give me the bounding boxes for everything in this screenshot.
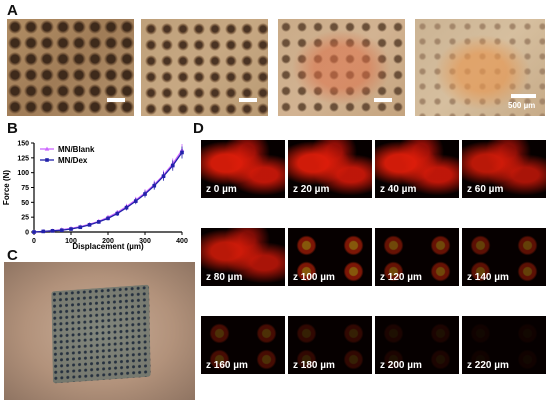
data-point <box>106 216 110 221</box>
data-point <box>161 174 166 179</box>
data-point <box>143 192 147 196</box>
z-depth-label: z 200 µm <box>380 360 422 371</box>
data-point <box>87 223 92 227</box>
skin-photo <box>4 262 195 400</box>
y-axis-label: Force (N) <box>2 170 11 205</box>
confocal-slice-tile: z 20 µm <box>288 140 372 198</box>
data-point <box>124 205 129 210</box>
confocal-slice-tile: z 60 µm <box>462 140 546 198</box>
z-depth-label: z 140 µm <box>467 272 509 283</box>
data-point <box>96 220 101 224</box>
data-point <box>32 230 36 234</box>
micrograph-3 <box>278 19 405 116</box>
chart-svg: 0 100 200 300 400 0 25 50 75 100 125 150 Displacemen… <box>2 141 188 252</box>
panel-label-c: C <box>7 247 18 264</box>
microneedle-imprint-array <box>51 284 151 384</box>
data-point <box>133 199 138 203</box>
confocal-slice-tile: z 80 µm <box>201 228 285 286</box>
y-tick-label: 125 <box>17 155 29 162</box>
x-tick-label: 300 <box>139 238 151 245</box>
data-point <box>152 183 157 188</box>
confocal-slice-tile: z 0 µm <box>201 140 285 198</box>
data-point <box>41 229 46 234</box>
z-depth-label: z 20 µm <box>293 184 330 195</box>
confocal-slice-tile: z 180 µm <box>288 316 372 374</box>
force-displacement-chart: 0 100 200 300 400 0 25 50 75 100 125 150 Displacemen… <box>0 135 200 252</box>
confocal-scale-bar <box>512 381 542 384</box>
micrograph-4: 500 µm <box>415 19 545 116</box>
x-tick-label: 400 <box>176 238 188 245</box>
micrograph-2 <box>141 19 268 116</box>
data-point <box>78 225 83 230</box>
x-tick-label: 200 <box>102 238 114 245</box>
confocal-slice-tile: z 220 µm <box>462 316 546 374</box>
scale-bar <box>107 98 125 102</box>
scale-bar-label: 500 µm <box>508 101 536 110</box>
x-axis-label: Displacement (µm) <box>72 242 144 251</box>
z-depth-label: z 80 µm <box>206 272 243 283</box>
y-tick-label: 25 <box>21 215 29 222</box>
confocal-slice-tile: z 40 µm <box>375 140 459 198</box>
panel-label-d: D <box>193 120 204 137</box>
data-point <box>170 163 175 168</box>
z-depth-label: z 160 µm <box>206 360 248 371</box>
confocal-slice-tile: z 160 µm <box>201 316 285 374</box>
legend-label: MN/Dex <box>58 156 88 165</box>
y-tick-label: 0 <box>25 230 29 237</box>
data-point <box>115 211 120 216</box>
y-tick-label: 50 <box>21 200 29 207</box>
confocal-scale-label: 300 µm <box>511 387 546 398</box>
data-point <box>59 228 64 233</box>
data-point <box>180 150 184 155</box>
scale-bar <box>239 98 257 102</box>
panel-label-a: A <box>7 2 18 19</box>
micrograph-1 <box>7 19 134 116</box>
confocal-slice-tile: z 140 µm <box>462 228 546 286</box>
legend-marker <box>44 146 50 151</box>
y-tick-label: 75 <box>21 185 29 192</box>
y-tick-label: 100 <box>17 170 29 177</box>
legend-marker <box>45 158 49 162</box>
z-depth-label: z 220 µm <box>467 360 509 371</box>
confocal-slice-tile: z 120 µm <box>375 228 459 286</box>
y-tick-label: 150 <box>17 141 29 148</box>
z-depth-label: z 180 µm <box>293 360 335 371</box>
z-depth-label: z 60 µm <box>467 184 504 195</box>
x-tick-label: 0 <box>32 238 36 245</box>
confocal-slice-tile: z 200 µm <box>375 316 459 374</box>
panel-label-b: B <box>7 120 18 137</box>
z-depth-label: z 40 µm <box>380 184 417 195</box>
legend-label: MN/Blank <box>58 145 95 154</box>
x-tick-label: 100 <box>65 238 77 245</box>
confocal-slice-tile: z 100 µm <box>288 228 372 286</box>
scale-bar <box>374 98 392 102</box>
data-point <box>50 229 55 233</box>
z-depth-label: z 120 µm <box>380 272 422 283</box>
scale-bar <box>511 94 536 98</box>
z-depth-label: z 0 µm <box>206 184 237 195</box>
z-depth-label: z 100 µm <box>293 272 335 283</box>
data-point <box>69 227 73 231</box>
